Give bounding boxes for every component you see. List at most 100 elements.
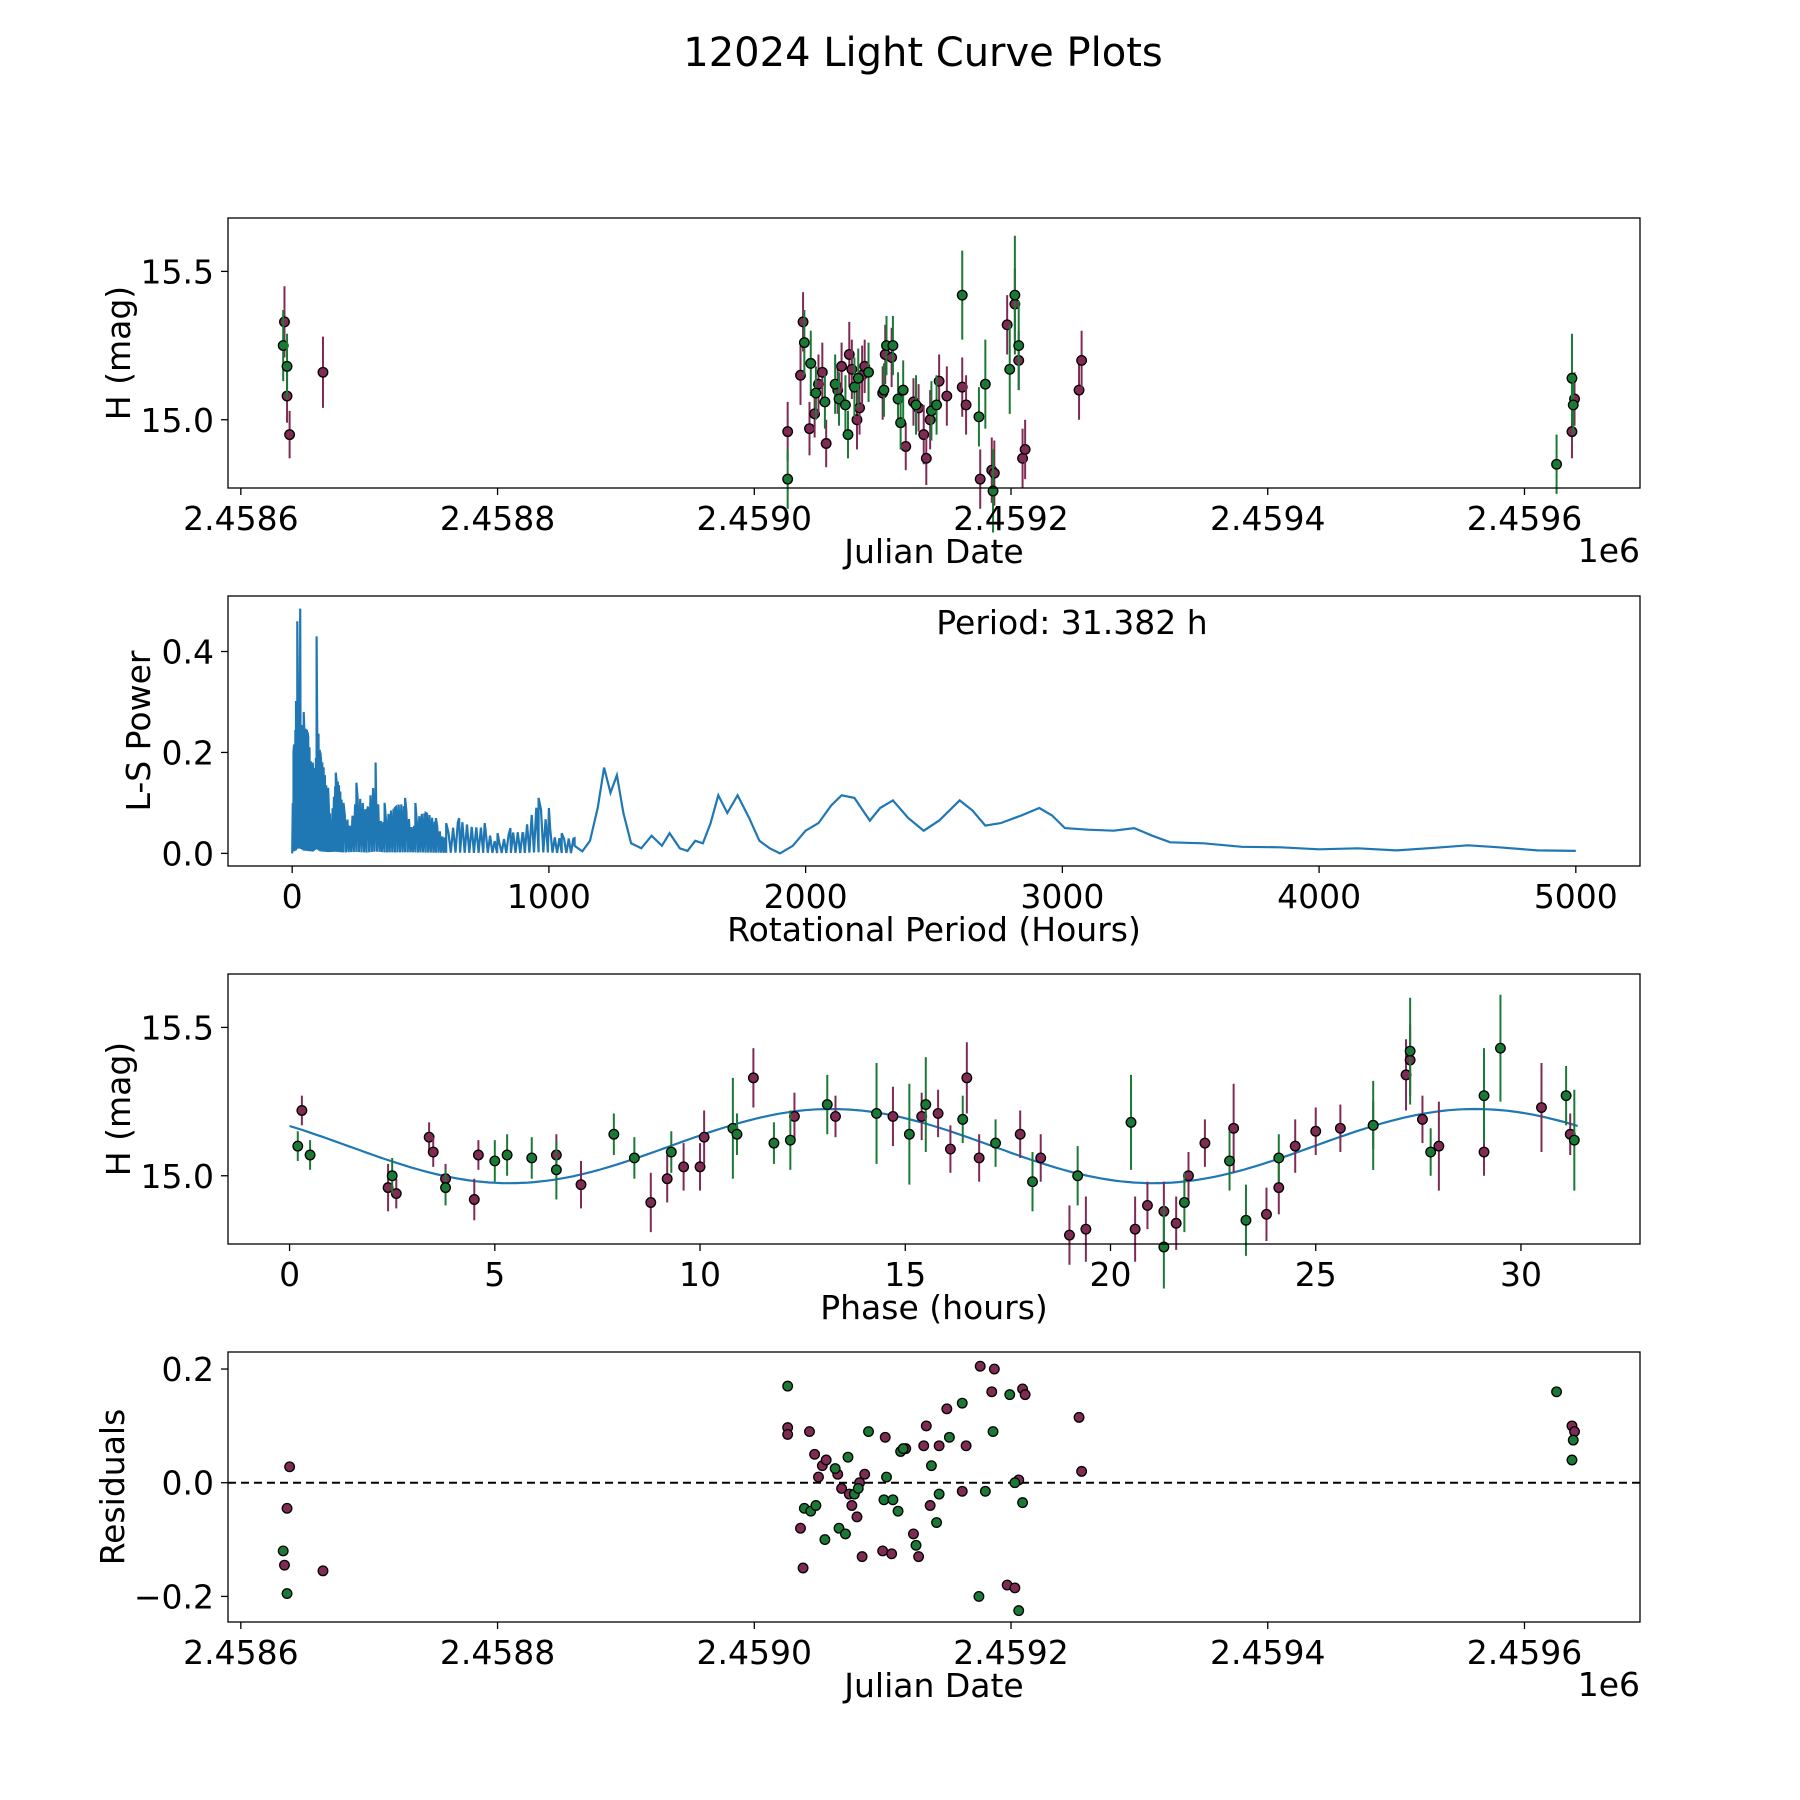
residuals-data-point (988, 1363, 1000, 1375)
residuals-data-point (913, 1551, 925, 1563)
phased-data-point (1027, 1176, 1038, 1188)
residuals-data-point (1017, 1497, 1029, 1509)
lightcurve-data-point (317, 366, 329, 378)
lightcurve-xtick-label: 2.4592 (953, 499, 1068, 538)
phased-data-point (575, 1179, 587, 1191)
phased-data-point (1367, 1119, 1379, 1131)
residuals-frame (227, 1351, 1641, 1623)
phased-data-point (427, 1146, 439, 1158)
phased-data-point (292, 1140, 304, 1152)
phased-data-point (1141, 1199, 1153, 1211)
lightcurve-data-point (816, 366, 828, 378)
lightcurve-data-point (960, 399, 972, 411)
lightcurve-frame (227, 217, 1641, 489)
residuals-data-point (1009, 1477, 1021, 1489)
residuals-data-point (960, 1440, 972, 1452)
lightcurve-x-offset: 1e6 (1578, 531, 1640, 570)
residuals-data-point (925, 1460, 937, 1472)
residuals-data-point (813, 1471, 824, 1483)
phased-data-point (1170, 1217, 1182, 1229)
panel-periodogram: 0 1000 2000 3000 4000 5000 0.0 0.2 0.4 Period: … (119, 595, 1641, 949)
residuals-data-point (933, 1488, 945, 1500)
lightcurve-data-point (897, 384, 909, 396)
periodogram-xtick-label: 2000 (764, 877, 848, 916)
panel-lightcurve: 2.4586 2.4588 2.4590 2.4592 2.4594 2.4596 15.… (99, 217, 1641, 571)
residuals-data-point (810, 1500, 822, 1511)
phased-data-point (296, 1105, 308, 1116)
residuals-data-point (284, 1461, 296, 1473)
residuals-data-point (877, 1545, 889, 1557)
residuals-data-point (852, 1482, 864, 1494)
residuals-data-point (897, 1443, 909, 1455)
lightcurve-data-point (1013, 340, 1025, 352)
phased-data-point (821, 1099, 833, 1110)
lightcurve-data-point (1019, 443, 1031, 455)
residuals-x-ticks: 2.4586 2.4588 2.4590 2.4592 2.4594 2.4596 (183, 1622, 1582, 1672)
residuals-data-point (986, 1386, 998, 1398)
lightcurve-data-point (924, 414, 936, 426)
residuals-data-point (317, 1565, 329, 1577)
lightcurve-data-point (782, 426, 794, 438)
phased-data-point (1417, 1113, 1428, 1125)
phased-data-point (920, 1099, 932, 1110)
lightcurve-data-point (878, 384, 890, 396)
figure-title: 12024 Light Curve Plots (683, 30, 1162, 76)
residuals-data-point (281, 1502, 293, 1514)
residuals-data-point (839, 1528, 851, 1540)
phased-xtick-label: 5 (484, 1255, 505, 1294)
residuals-plot-area (228, 1360, 1640, 1617)
phased-data-point (386, 1170, 398, 1182)
phased-data-point (944, 1143, 956, 1155)
phased-data-point (747, 1072, 759, 1084)
phased-data-point (1199, 1137, 1211, 1149)
residuals-data-point (879, 1431, 891, 1443)
phased-data-point (1536, 1102, 1547, 1113)
lightcurve-data-point (1566, 426, 1578, 438)
phased-x-ticks: 0 5 10 15 20 25 30 (279, 1244, 1542, 1294)
residuals-data-point (931, 1517, 943, 1528)
lightcurve-xtick-label: 2.4596 (1467, 499, 1582, 538)
phased-plot-area (289, 994, 1580, 1289)
phased-data-point (645, 1197, 657, 1208)
phased-data-point (468, 1194, 480, 1205)
residuals-x-label: Julian Date (842, 1666, 1024, 1705)
phased-data-point (698, 1131, 710, 1143)
phased-data-point (973, 1152, 985, 1164)
phased-data-point (550, 1164, 562, 1176)
residuals-data-point (797, 1562, 809, 1574)
lightcurve-data-point (1076, 354, 1088, 366)
phased-data-point (1129, 1223, 1141, 1235)
lightcurve-data-point (820, 438, 832, 449)
phased-xtick-label: 0 (279, 1255, 300, 1294)
lightcurve-data-point (886, 352, 898, 363)
lightcurve-y-ticks: 15.0 15.5 (141, 252, 228, 440)
lightcurve-xtick-label: 2.4590 (697, 499, 812, 538)
phased-data-point (957, 1113, 969, 1125)
lightcurve-data-point (852, 372, 864, 384)
phased-data-point (887, 1110, 899, 1122)
periodogram-xtick-label: 0 (282, 877, 303, 916)
lightcurve-data-point (284, 429, 296, 441)
phased-data-point (961, 1072, 973, 1084)
residuals-x-offset: 1e6 (1578, 1665, 1640, 1704)
residuals-data-point (1019, 1389, 1031, 1401)
residuals-data-point (918, 1440, 930, 1452)
residuals-data-point (1073, 1411, 1085, 1423)
residuals-data-point (910, 1539, 922, 1551)
phased-data-point (1178, 1197, 1190, 1208)
residuals-xtick-label: 2.4594 (1210, 1633, 1325, 1672)
lightcurve-data-point (974, 473, 986, 485)
phased-data-point (871, 1108, 882, 1119)
lightcurve-data-point (804, 423, 815, 435)
residuals-data-point (851, 1511, 863, 1523)
residuals-data-point (956, 1485, 968, 1497)
lightcurve-plot-area (277, 235, 1580, 533)
phased-data-point (1310, 1125, 1322, 1137)
phased-data-point (304, 1149, 316, 1161)
phased-data-point (1478, 1146, 1490, 1158)
periodogram-xtick-label: 5000 (1534, 877, 1618, 916)
phased-data-point (1433, 1140, 1445, 1152)
phased-data-point (1273, 1152, 1285, 1164)
lightcurve-y-label: H (mag) (99, 286, 138, 420)
